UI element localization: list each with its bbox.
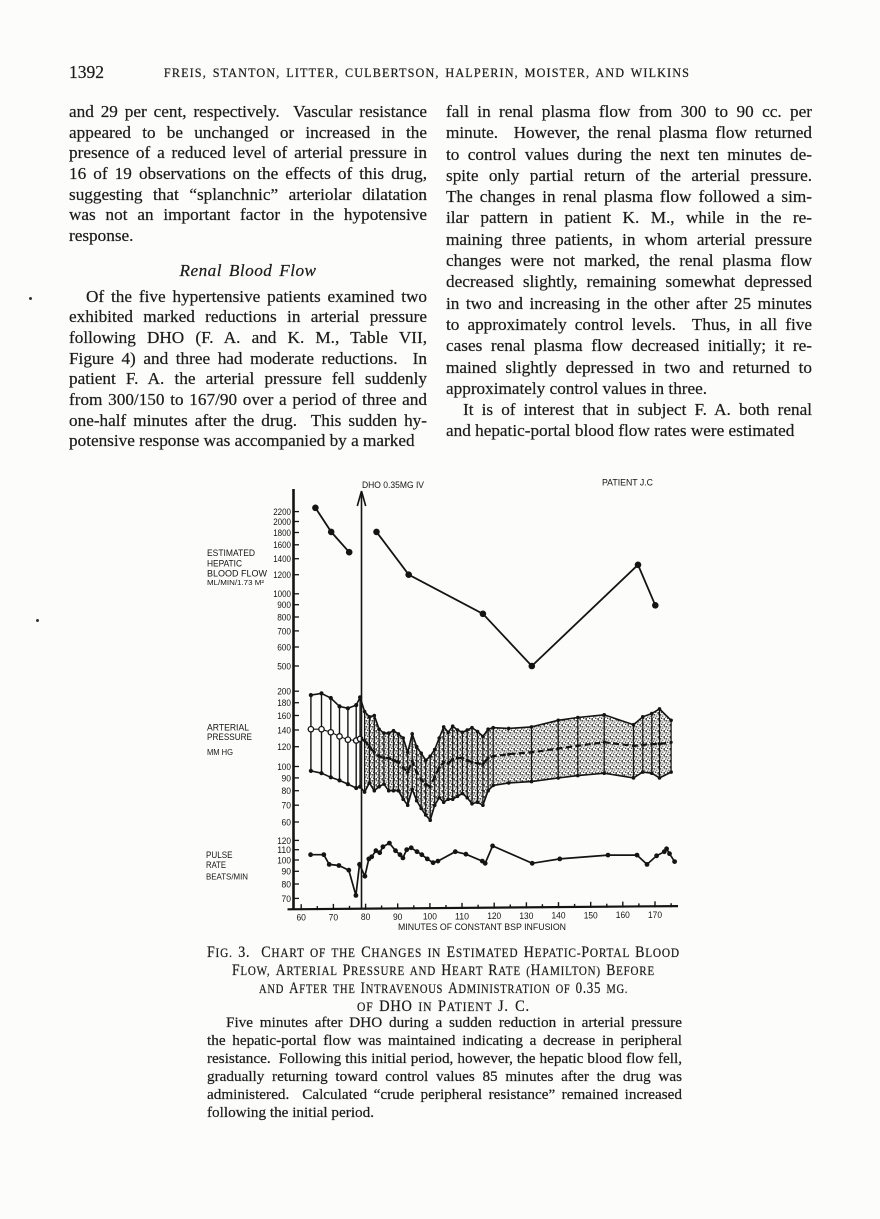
svg-text:140: 140: [277, 725, 291, 736]
svg-text:160: 160: [616, 910, 630, 921]
svg-text:ESTIMATED: ESTIMATED: [207, 547, 255, 558]
svg-text:100: 100: [423, 912, 437, 923]
svg-text:160: 160: [277, 711, 291, 722]
svg-text:ARTERIAL: ARTERIAL: [207, 722, 249, 733]
svg-text:1200: 1200: [273, 570, 291, 581]
svg-text:140: 140: [552, 911, 566, 922]
svg-text:90: 90: [282, 773, 292, 784]
svg-text:70: 70: [329, 912, 339, 923]
svg-text:BEATS/MIN: BEATS/MIN: [206, 873, 248, 882]
svg-text:130: 130: [519, 911, 533, 922]
svg-text:PULSE: PULSE: [206, 849, 233, 860]
svg-text:90: 90: [282, 867, 292, 878]
svg-text:60: 60: [282, 817, 292, 828]
svg-text:120: 120: [277, 836, 291, 847]
svg-text:900: 900: [277, 600, 291, 611]
svg-text:1800: 1800: [273, 528, 291, 539]
svg-text:80: 80: [282, 879, 292, 890]
svg-text:MINUTES OF CONSTANT BSP INFUSI: MINUTES OF CONSTANT BSP INFUSION: [398, 922, 566, 933]
svg-text:120: 120: [277, 742, 291, 753]
svg-text:100: 100: [277, 855, 291, 866]
svg-text:1600: 1600: [273, 540, 291, 551]
svg-text:DHO 0.35MG IV: DHO 0.35MG IV: [362, 480, 424, 490]
svg-text:70: 70: [282, 894, 292, 905]
svg-text:100: 100: [277, 762, 291, 773]
svg-text:ML/MIN/1.73 M²: ML/MIN/1.73 M²: [207, 578, 265, 587]
svg-text:BLOOD FLOW: BLOOD FLOW: [207, 568, 267, 579]
svg-text:110: 110: [277, 845, 291, 856]
svg-text:PATIENT J.C: PATIENT J.C: [602, 478, 653, 488]
svg-text:110: 110: [455, 911, 469, 922]
svg-text:PRESSURE: PRESSURE: [207, 731, 252, 742]
svg-text:90: 90: [393, 912, 403, 923]
svg-text:500: 500: [277, 661, 291, 672]
svg-text:600: 600: [277, 642, 291, 653]
svg-text:170: 170: [648, 910, 662, 921]
svg-text:2200: 2200: [273, 507, 291, 518]
svg-text:MM HG: MM HG: [207, 748, 233, 757]
svg-text:150: 150: [584, 910, 598, 921]
svg-text:RATE: RATE: [206, 859, 226, 870]
svg-text:800: 800: [277, 612, 291, 623]
svg-text:1000: 1000: [273, 589, 291, 600]
svg-text:1400: 1400: [273, 554, 291, 565]
svg-text:HEPATIC: HEPATIC: [207, 558, 242, 569]
svg-text:80: 80: [361, 912, 371, 923]
svg-text:180: 180: [277, 698, 291, 709]
svg-text:700: 700: [277, 626, 291, 637]
svg-text:120: 120: [487, 911, 501, 922]
svg-text:2000: 2000: [273, 517, 291, 528]
svg-text:70: 70: [282, 801, 292, 812]
svg-text:80: 80: [282, 786, 292, 797]
svg-text:200: 200: [277, 687, 291, 698]
svg-text:60: 60: [296, 913, 306, 924]
